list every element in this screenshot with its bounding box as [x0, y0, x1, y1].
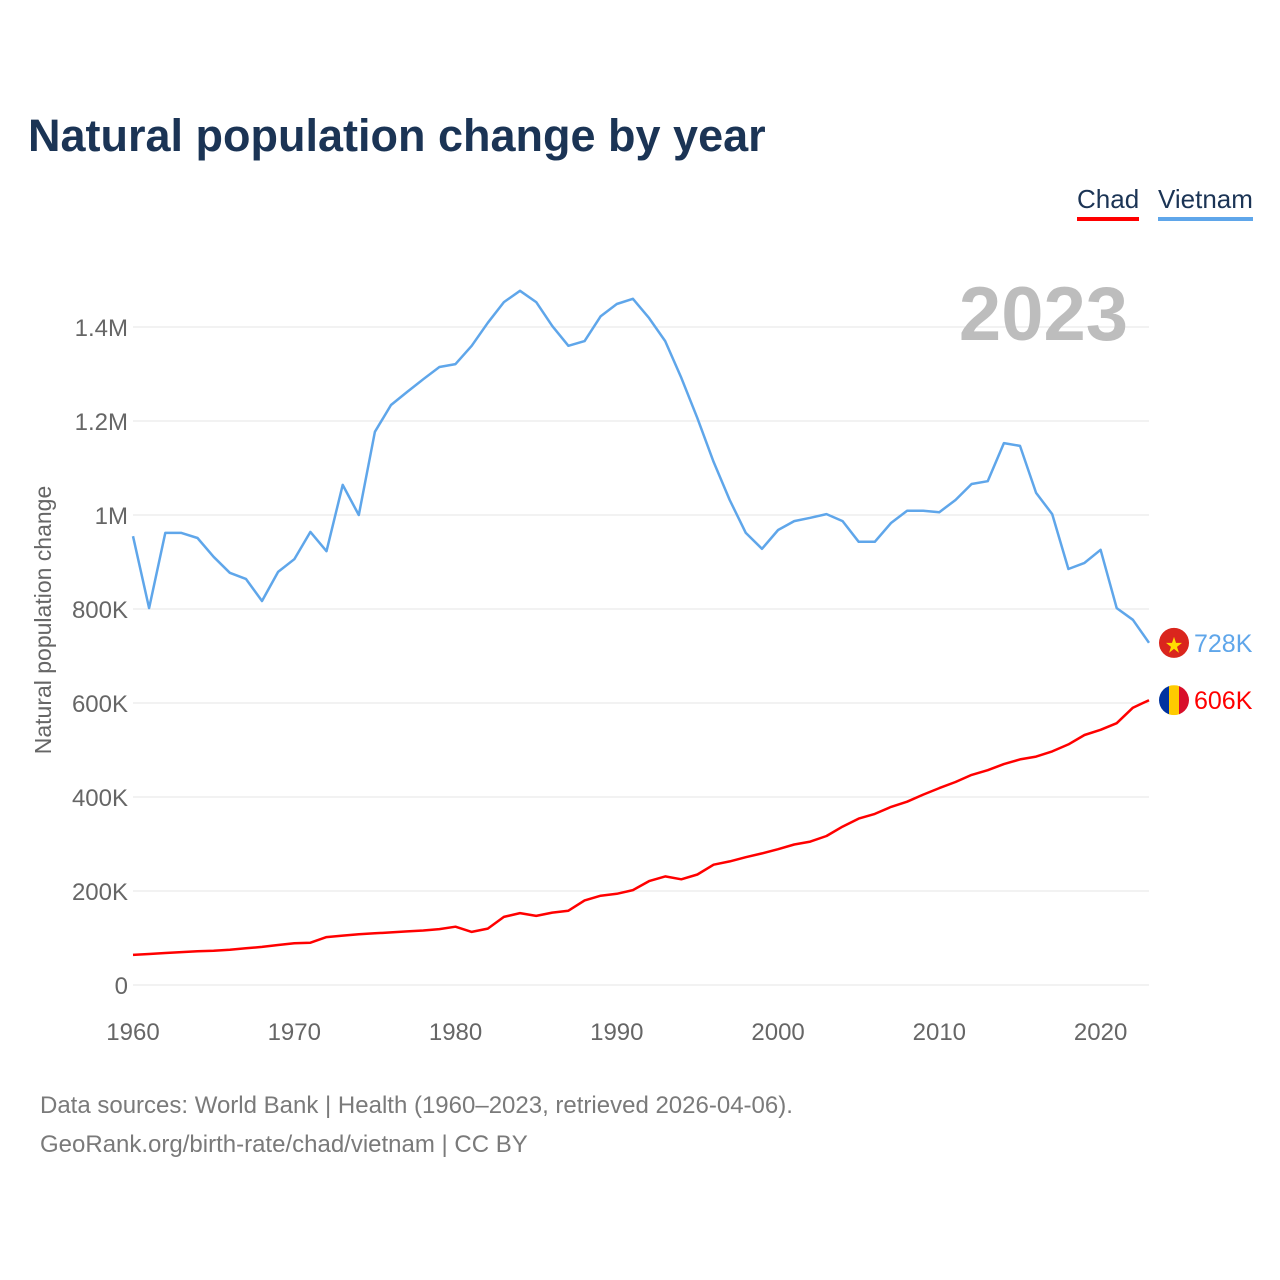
- year-label: 2023: [959, 272, 1128, 357]
- x-tick-label: 1960: [106, 1019, 159, 1046]
- x-tick-label: 1970: [268, 1019, 321, 1046]
- y-tick-label: 200K: [72, 879, 128, 906]
- star-icon: [1166, 636, 1182, 653]
- end-value-label-chad: 606K: [1194, 687, 1253, 715]
- flag-stripe: [1179, 685, 1189, 716]
- x-tick-label: 1990: [590, 1019, 643, 1046]
- y-tick-label: 1.4M: [75, 315, 128, 342]
- y-tick-label: 1.2M: [75, 409, 128, 436]
- y-tick-label: 600K: [72, 691, 128, 718]
- data-source-text: Data sources: World Bank | Health (1960–…: [40, 1092, 793, 1119]
- footer: Data sources: World Bank | Health (1960–…: [40, 1086, 793, 1164]
- flag-stripe: [1159, 685, 1170, 716]
- source-link[interactable]: GeoRank.org/birth-rate/chad/vietnam | CC…: [40, 1131, 528, 1158]
- y-tick-label: 800K: [72, 597, 128, 624]
- x-tick-label: 2020: [1074, 1019, 1127, 1046]
- chart-title: Natural population change by year: [28, 110, 766, 161]
- y-tick-label: 1M: [95, 503, 128, 530]
- flag-stripe: [1169, 685, 1180, 716]
- x-tick-label: 2010: [913, 1019, 966, 1046]
- legend-item-chad[interactable]: Chad: [1077, 184, 1140, 221]
- x-tick-label: 2000: [751, 1019, 804, 1046]
- legend-item-vietnam[interactable]: Vietnam: [1158, 184, 1253, 221]
- y-axis-label: Natural population change: [30, 486, 56, 755]
- end-value-label-vietnam: 728K: [1194, 630, 1253, 658]
- series-line-vietnam: [131, 289, 1151, 644]
- y-tick-label: 0: [115, 973, 128, 1000]
- series-line-chad: [132, 699, 1150, 957]
- y-tick-label: 400K: [72, 785, 128, 812]
- x-tick-label: 1980: [429, 1019, 482, 1046]
- chad-flag-icon: [1159, 685, 1189, 716]
